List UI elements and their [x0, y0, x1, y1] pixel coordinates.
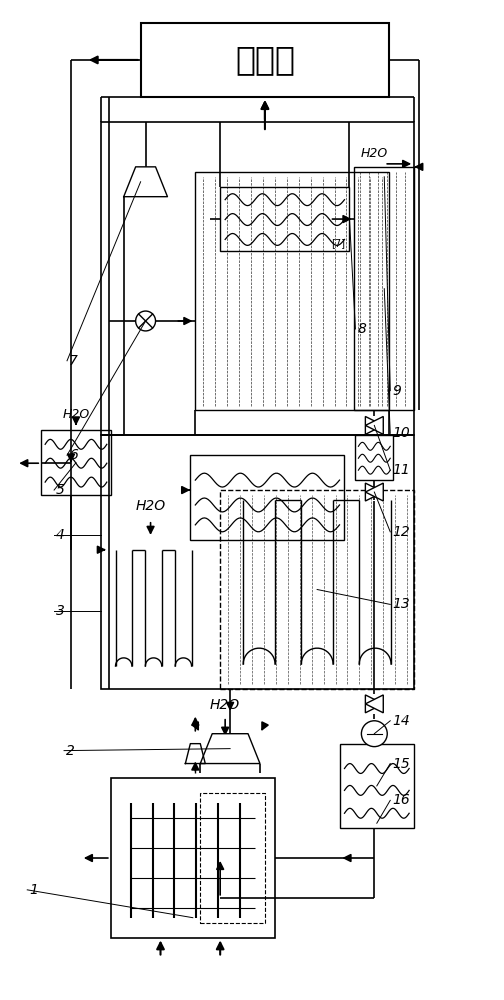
Polygon shape	[365, 416, 383, 434]
Text: 15: 15	[392, 757, 410, 771]
Text: 1: 1	[29, 883, 38, 897]
Text: 5: 5	[56, 483, 65, 497]
Bar	[191, 455, 345, 540]
Polygon shape	[365, 695, 383, 713]
Bar	[101, 122, 414, 435]
Text: 冷冻机: 冷冻机	[235, 43, 295, 76]
Text: 16: 16	[392, 793, 410, 807]
Text: 2: 2	[66, 744, 75, 758]
Bar	[41, 430, 111, 495]
Text: 14: 14	[392, 714, 410, 728]
Text: 13: 13	[392, 597, 410, 611]
Text: 8: 8	[357, 322, 366, 336]
Text: 10: 10	[392, 426, 410, 440]
Text: H2O: H2O	[136, 499, 166, 513]
Text: 4: 4	[56, 528, 65, 542]
Polygon shape	[365, 483, 383, 501]
Text: 9: 9	[392, 384, 401, 398]
Text: H2O: H2O	[210, 698, 240, 712]
Text: 7: 7	[69, 354, 78, 368]
Circle shape	[136, 311, 156, 331]
Text: H2O: H2O	[361, 147, 388, 160]
Circle shape	[361, 721, 387, 747]
Polygon shape	[365, 695, 383, 713]
Polygon shape	[365, 483, 383, 501]
Bar	[355, 435, 393, 480]
Text: 12: 12	[392, 525, 410, 539]
Polygon shape	[365, 416, 383, 434]
Bar	[220, 187, 349, 251]
Polygon shape	[185, 744, 205, 764]
Bar	[220, 490, 414, 689]
Text: H2O: H2O	[62, 408, 90, 421]
Bar	[196, 172, 389, 410]
Bar	[340, 744, 414, 828]
Text: [7]: [7]	[332, 238, 346, 248]
Polygon shape	[123, 167, 167, 197]
Bar	[141, 23, 389, 97]
Bar	[354, 167, 414, 410]
Text: 3: 3	[56, 604, 65, 618]
Text: 11: 11	[392, 463, 410, 477]
Bar	[200, 793, 265, 923]
Bar	[111, 778, 275, 938]
Text: 6: 6	[69, 448, 78, 462]
Polygon shape	[200, 734, 260, 764]
Bar	[101, 435, 414, 689]
